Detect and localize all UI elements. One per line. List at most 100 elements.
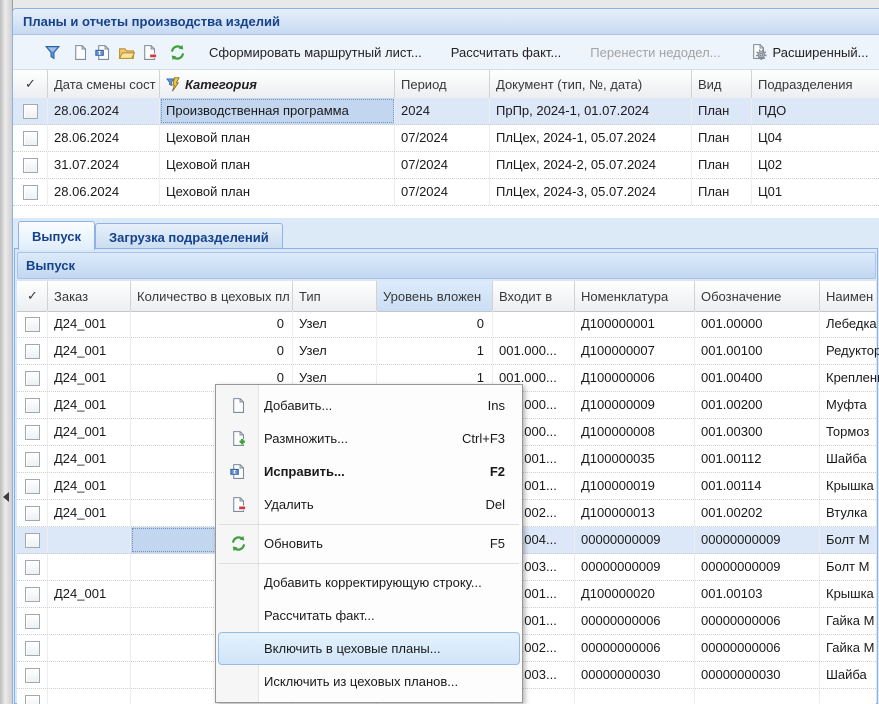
column-header-doc[interactable]: Документ (тип, №, дата)	[490, 70, 692, 98]
cell-order[interactable]	[48, 635, 131, 661]
cell-nomenclature[interactable]: Д100000019	[575, 473, 695, 499]
column-header-nomenclature[interactable]: Номенклатура	[575, 281, 695, 311]
row-checkbox[interactable]	[25, 587, 40, 602]
cell-category[interactable]: Производственная программа	[160, 98, 395, 124]
open-folder-icon[interactable]	[118, 41, 135, 63]
add-document-icon[interactable]	[72, 41, 89, 63]
cell-nomenclature[interactable]: 00000000009	[575, 554, 695, 580]
cell-division[interactable]: ПДО	[752, 98, 879, 124]
cell-designation[interactable]: 00000000006	[695, 635, 820, 661]
cell-division[interactable]: Ц02	[752, 152, 879, 178]
cell-date[interactable]: 28.06.2024	[48, 98, 160, 124]
row-checkbox[interactable]	[25, 695, 40, 704]
cell-nomenclature[interactable]: Д100000008	[575, 419, 695, 445]
column-header-name[interactable]: Наимен	[820, 281, 879, 311]
row-checkbox[interactable]	[23, 158, 38, 173]
column-header-period[interactable]: Период	[395, 70, 490, 98]
row-checkbox[interactable]	[25, 614, 40, 629]
cell-type[interactable]: Узел	[293, 311, 377, 337]
cell-designation[interactable]: 001.00400	[695, 365, 820, 391]
cell-designation[interactable]: 00000000006	[695, 608, 820, 634]
cell-name[interactable]: Крепление	[820, 365, 879, 391]
cell-kind[interactable]: План	[692, 152, 752, 178]
row-checkbox[interactable]	[25, 533, 40, 548]
cell-category[interactable]: Цеховой план	[160, 152, 395, 178]
context-menu-item-5[interactable]: Обновить F5	[218, 527, 520, 560]
refresh-icon[interactable]	[169, 41, 186, 63]
row-checkbox[interactable]	[25, 317, 40, 332]
context-menu-item-0[interactable]: Добавить... Ins	[218, 389, 520, 422]
table-row[interactable]: 28.06.2024 Цеховой план 07/2024 ПлЦех, 2024…	[13, 179, 879, 206]
column-header-kind[interactable]: Вид	[692, 70, 752, 98]
table-row[interactable]: 28.06.2024 Цеховой план 07/2024 ПлЦех, 2024…	[13, 125, 879, 152]
row-checkbox[interactable]	[25, 668, 40, 683]
cell-name[interactable]: Лебедка	[820, 311, 879, 337]
cell-nomenclature[interactable]: 00000000030	[575, 662, 695, 688]
row-checkbox[interactable]	[25, 452, 40, 467]
table-row[interactable]: Д24_001 0 Узел 1 001.000... Д100000007 001.001…	[17, 338, 879, 365]
column-header-check[interactable]: ✓	[14, 70, 48, 98]
cell-qty[interactable]: 0	[131, 338, 293, 364]
cell-check[interactable]	[18, 500, 48, 526]
cell-check[interactable]	[14, 152, 48, 178]
cell-level[interactable]: 0	[377, 311, 493, 337]
table-row[interactable]: 31.07.2024 Цеховой план 07/2024 ПлЦех, 2024…	[13, 152, 879, 179]
column-header-check[interactable]: ✓	[18, 281, 48, 311]
cell-order[interactable]: Д24_001	[48, 446, 131, 472]
cell-kind[interactable]: План	[692, 179, 752, 205]
cell-designation[interactable]: 001.00112	[695, 446, 820, 472]
cell-designation[interactable]: 00000000030	[695, 662, 820, 688]
cell-parent[interactable]: 001.000...	[493, 365, 575, 391]
row-checkbox[interactable]	[25, 506, 40, 521]
cell-order[interactable]	[48, 554, 131, 580]
cell-name[interactable]: Болт М	[820, 527, 879, 553]
cell-date[interactable]: 31.07.2024	[48, 152, 160, 178]
cell-designation[interactable]	[695, 689, 820, 704]
cell-parent[interactable]	[493, 689, 575, 704]
filter-icon[interactable]	[44, 41, 61, 63]
cell-doc[interactable]: ПлЦех, 2024-3, 05.07.2024	[490, 179, 692, 205]
cell-check[interactable]	[18, 473, 48, 499]
cell-date[interactable]: 28.06.2024	[48, 125, 160, 151]
context-menu-item-9[interactable]: Включить в цеховые планы...	[218, 632, 520, 665]
cell-name[interactable]: Редуктор	[820, 338, 879, 364]
cell-parent[interactable]: 001.000...	[493, 338, 575, 364]
row-checkbox[interactable]	[23, 131, 38, 146]
cell-nomenclature[interactable]: Д100000020	[575, 581, 695, 607]
tab-zagruzka-podrazdelenij[interactable]: Загрузка подразделений	[95, 223, 283, 250]
cell-nomenclature[interactable]	[575, 689, 695, 704]
column-header-category[interactable]: Категория	[160, 70, 395, 98]
column-header-qty[interactable]: Количество в цеховых пл	[131, 281, 293, 311]
cell-check[interactable]	[18, 608, 48, 634]
context-menu-item-2[interactable]: Исправить... F2	[218, 455, 520, 488]
column-header-designation[interactable]: Обозначение	[695, 281, 820, 311]
cell-doc[interactable]: ПрПр, 2024-1, 01.07.2024	[490, 98, 692, 124]
context-menu-item-7[interactable]: Добавить корректирующую строку...	[218, 566, 520, 599]
cell-nomenclature[interactable]: 00000000006	[575, 635, 695, 661]
row-checkbox[interactable]	[23, 185, 38, 200]
cell-nomenclature[interactable]: 00000000006	[575, 608, 695, 634]
cell-kind[interactable]: План	[692, 125, 752, 151]
cell-qty[interactable]: 0	[131, 365, 293, 391]
cell-period[interactable]: 07/2024	[395, 152, 490, 178]
cell-order[interactable]: Д24_001	[48, 365, 131, 391]
cell-check[interactable]	[18, 338, 48, 364]
cell-type[interactable]: Узел	[293, 365, 377, 391]
cell-category[interactable]: Цеховой план	[160, 125, 395, 151]
cell-designation[interactable]: 001.00300	[695, 419, 820, 445]
cell-division[interactable]: Ц04	[752, 125, 879, 151]
context-menu-item-8[interactable]: Рассчитать факт...	[218, 599, 520, 632]
toolbar-button-1[interactable]: Рассчитать факт...	[439, 39, 574, 65]
cell-check[interactable]	[18, 419, 48, 445]
cell-check[interactable]	[14, 125, 48, 151]
row-checkbox[interactable]	[25, 641, 40, 656]
cell-designation[interactable]: 00000000009	[695, 527, 820, 553]
delete-document-icon[interactable]	[141, 41, 158, 63]
cell-period[interactable]: 07/2024	[395, 179, 490, 205]
column-header-type[interactable]: Тип	[293, 281, 377, 311]
cell-kind[interactable]: План	[692, 98, 752, 124]
cell-check[interactable]	[14, 179, 48, 205]
cell-designation[interactable]: 001.00000	[695, 311, 820, 337]
cell-name[interactable]: Шайба	[820, 662, 879, 688]
edit-document-icon[interactable]	[95, 41, 112, 63]
